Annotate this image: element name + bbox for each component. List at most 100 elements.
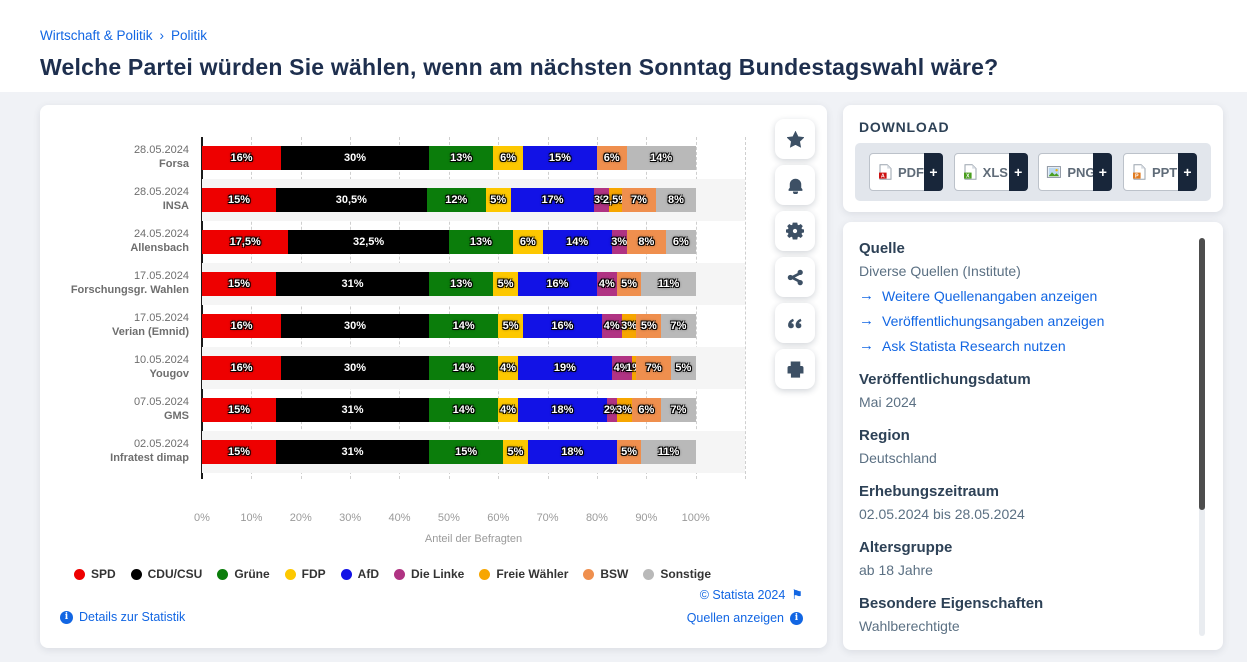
bar-segment-afd[interactable]: 18% <box>527 440 617 464</box>
bar-segment-cdu-csu[interactable]: 30% <box>280 146 430 170</box>
plus-icon[interactable]: + <box>1008 153 1028 191</box>
bar-segment-cdu-csu[interactable]: 31% <box>276 398 430 422</box>
printer-button[interactable] <box>775 349 815 389</box>
bar-segment-fdp[interactable]: 5% <box>493 272 518 296</box>
bar-segment-gr-ne[interactable]: 14% <box>429 398 499 422</box>
bar-segment-sonstige[interactable]: 14% <box>626 146 696 170</box>
bar-segment-sonstige[interactable]: 7% <box>661 398 696 422</box>
star-button[interactable] <box>775 119 815 159</box>
bar-segment-fdp[interactable]: 4% <box>498 356 518 380</box>
bar-segment-spd[interactable]: 15% <box>202 188 277 212</box>
bar-segment-gr-ne[interactable]: 13% <box>429 146 494 170</box>
statista-copyright[interactable]: © Statista 2024 ⚑ <box>700 587 803 603</box>
row-band: 15% 31% 15% 5% 18% 5% 11% <box>202 431 745 473</box>
bar-segment-freie-w-hler[interactable]: 3% <box>616 398 632 422</box>
bar-segment-gr-ne[interactable]: 12% <box>426 188 486 212</box>
bar-segment-bsw[interactable]: 6% <box>596 146 627 170</box>
bar-segment-die-linke[interactable]: 4% <box>611 356 632 380</box>
bar-segment-gr-ne[interactable]: 15% <box>429 440 504 464</box>
bar-segment-sonstige[interactable]: 8% <box>656 188 696 212</box>
metadata-link[interactable]: → Weitere Quellenangaben anzeigen <box>859 287 1189 304</box>
bar-segment-spd[interactable]: 16% <box>202 356 281 380</box>
download-xls-button[interactable]: X XLS + <box>953 153 1028 191</box>
bar-segment-spd[interactable]: 15% <box>202 440 277 464</box>
bar-segment-sonstige[interactable]: 6% <box>666 230 696 254</box>
sources-link[interactable]: Quellen anzeigen i <box>687 611 803 625</box>
legend-item-sonstige[interactable]: Sonstige <box>643 567 711 581</box>
details-link[interactable]: i Details zur Statistik <box>60 610 185 624</box>
legend-item-die-linke[interactable]: Die Linke <box>393 567 464 581</box>
bar-segment-afd[interactable]: 19% <box>517 356 612 380</box>
quote-button[interactable] <box>775 303 815 343</box>
download-ppt-button[interactable]: P PPT + <box>1122 153 1197 191</box>
legend-item-bsw[interactable]: BSW <box>583 567 628 581</box>
bar-segment-die-linke[interactable]: 2% <box>604 398 620 422</box>
bar-segment-bsw[interactable]: 6% <box>631 398 662 422</box>
download-pdf-button[interactable]: A PDF + <box>869 153 943 191</box>
bar-segment-cdu-csu[interactable]: 31% <box>276 440 430 464</box>
bar-segment-afd[interactable]: 16% <box>517 272 597 296</box>
bar-segment-fdp[interactable]: 5% <box>498 314 523 338</box>
plus-icon[interactable]: + <box>1177 153 1197 191</box>
breadcrumb-link-politik[interactable]: Politik <box>171 28 208 43</box>
bar-segment-bsw[interactable]: 8% <box>626 230 667 254</box>
bar-segment-bsw[interactable]: 5% <box>636 314 662 338</box>
bar-segment-cdu-csu[interactable]: 30% <box>280 356 430 380</box>
bar-segment-die-linke[interactable]: 3% <box>611 230 627 254</box>
breadcrumb-link-wirtschaft-politik[interactable]: Wirtschaft & Politik <box>40 28 153 43</box>
plus-icon[interactable]: + <box>1093 153 1113 191</box>
bar-segment-cdu-csu[interactable]: 32,5% <box>288 230 449 254</box>
bar-segment-afd[interactable]: 17% <box>510 188 595 212</box>
download-png-button[interactable]: PNG + <box>1038 153 1113 191</box>
gear-button[interactable] <box>775 211 815 251</box>
bar-segment-afd[interactable]: 16% <box>522 314 602 338</box>
bar-segment-bsw[interactable]: 5% <box>616 272 642 296</box>
bar-segment-fdp[interactable]: 5% <box>485 188 511 212</box>
bar-segment-fdp[interactable]: 4% <box>498 398 518 422</box>
bar-segment-spd[interactable]: 17,5% <box>202 230 289 254</box>
flag-icon[interactable]: ⚑ <box>791 587 803 602</box>
bar-segment-afd[interactable]: 18% <box>517 398 607 422</box>
metadata-link[interactable]: → Veröffentlichungsangaben anzeigen <box>859 312 1189 329</box>
bar-segment-gr-ne[interactable]: 14% <box>429 356 499 380</box>
bar-segment-freie-w-hler[interactable]: 3% <box>621 314 637 338</box>
bar-segment-sonstige[interactable]: 11% <box>641 440 696 464</box>
legend-item-afd[interactable]: AfD <box>340 567 379 581</box>
bar-segment-gr-ne[interactable]: 13% <box>429 272 494 296</box>
bar-segment-afd[interactable]: 14% <box>542 230 612 254</box>
bar-segment-spd[interactable]: 15% <box>202 272 277 296</box>
scrollbar-thumb[interactable] <box>1199 238 1205 510</box>
bar-segment-spd[interactable]: 16% <box>202 146 281 170</box>
metadata-link[interactable]: → Ask Statista Research nutzen <box>859 337 1189 354</box>
bar-segment-bsw[interactable]: 7% <box>621 188 657 212</box>
bell-button[interactable] <box>775 165 815 205</box>
bar-segment-fdp[interactable]: 6% <box>513 230 543 254</box>
legend-item-cdu-csu[interactable]: CDU/CSU <box>130 567 202 581</box>
bar-segment-cdu-csu[interactable]: 30,5% <box>276 188 427 212</box>
share-button[interactable] <box>775 257 815 297</box>
bar-segment-die-linke[interactable]: 4% <box>596 272 617 296</box>
legend-item-fdp[interactable]: FDP <box>284 567 326 581</box>
plus-icon[interactable]: + <box>924 153 943 191</box>
legend-item-gr-ne[interactable]: Grüne <box>217 567 270 581</box>
bar-segment-gr-ne[interactable]: 14% <box>429 314 499 338</box>
legend-item-spd[interactable]: SPD <box>73 567 116 581</box>
bar-segment-sonstige[interactable]: 11% <box>641 272 696 296</box>
bar-segment-fdp[interactable]: 5% <box>503 440 528 464</box>
bar-segment-fdp[interactable]: 6% <box>493 146 523 170</box>
bar-segment-spd[interactable]: 15% <box>202 398 277 422</box>
bar-value-label: 18% <box>561 446 584 458</box>
bar-segment-bsw[interactable]: 5% <box>616 440 642 464</box>
bar-segment-gr-ne[interactable]: 13% <box>448 230 514 254</box>
bar-segment-freie-w-hler[interactable]: 2,5% <box>603 188 628 212</box>
bar-segment-bsw[interactable]: 7% <box>636 356 671 380</box>
bar-segment-cdu-csu[interactable]: 31% <box>276 272 430 296</box>
bar-segment-cdu-csu[interactable]: 30% <box>280 314 430 338</box>
legend-item-freie-w-hler[interactable]: Freie Wähler <box>479 567 568 581</box>
x-tick-label: 30% <box>339 512 362 524</box>
bar-segment-sonstige[interactable]: 7% <box>661 314 696 338</box>
bar-segment-afd[interactable]: 15% <box>522 146 597 170</box>
bar-segment-spd[interactable]: 16% <box>202 314 281 338</box>
bar-segment-die-linke[interactable]: 4% <box>601 314 622 338</box>
bar-segment-sonstige[interactable]: 5% <box>671 356 696 380</box>
